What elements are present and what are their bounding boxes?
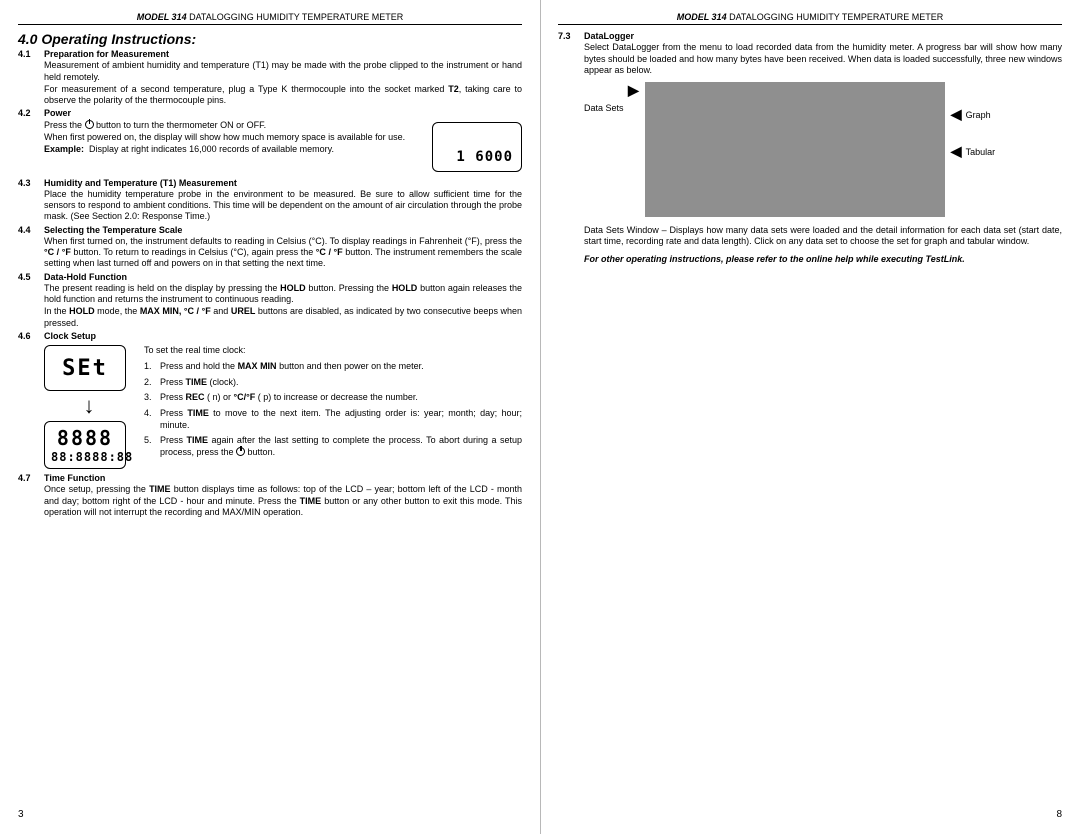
sec-4-5-head: 4.5 Data-Hold Function — [18, 272, 522, 283]
sec-7-3-body3: For other operating instructions, please… — [584, 254, 1062, 265]
right-page: MODEL 314 DATALOGGING HUMIDITY TEMPERATU… — [540, 0, 1080, 834]
lcd-memory-value: 1 6000 — [456, 149, 513, 167]
para: In the HOLD mode, the MAX MIN, °C / °F a… — [44, 306, 522, 329]
sec-4-1-head: 4.1 Preparation for Measurement — [18, 49, 522, 60]
sec-4-3-body: Place the humidity temperature probe in … — [44, 189, 522, 223]
arrow-down-icon: ↓ — [44, 393, 134, 419]
header-model-rest: DATALOGGING HUMIDITY TEMPERATURE METER — [727, 12, 944, 22]
datasets-label-col: ▶ Data Sets — [584, 82, 639, 113]
screenshot-placeholder — [645, 82, 945, 217]
para: Measurement of ambient humidity and temp… — [44, 60, 522, 83]
sec-4-4-body: When first turned on, the instrument def… — [44, 236, 522, 270]
lcd-time-display: 8888 88:88 88:88 — [44, 421, 126, 469]
sec-4-3-head: 4.3 Humidity and Temperature (T1) Measur… — [18, 178, 522, 189]
header-rule — [558, 24, 1062, 25]
sec-title: Humidity and Temperature (T1) Measuremen… — [44, 178, 237, 189]
sec-num: 4.6 — [18, 331, 44, 342]
tabular-label: Tabular — [966, 147, 996, 157]
sec-title: DataLogger — [584, 31, 634, 42]
sec-4-2-head: 4.2 Power — [18, 108, 522, 119]
sec-num: 4.3 — [18, 178, 44, 189]
header-model-bold: MODEL 314 — [137, 12, 187, 22]
para: Data Sets Window – Displays how many dat… — [584, 225, 1062, 248]
para: When first turned on, the instrument def… — [44, 236, 522, 270]
sec-num: 4.5 — [18, 272, 44, 283]
power-icon — [85, 120, 94, 129]
sec-num: 4.2 — [18, 108, 44, 119]
para: Once setup, pressing the TIME button dis… — [44, 484, 522, 518]
para: For measurement of a second temperature,… — [44, 84, 522, 107]
step-1: 1.Press and hold the MAX MIN button and … — [144, 361, 522, 373]
step-3: 3.Press REC ( n) or °C/°F ( p) to increa… — [144, 392, 522, 404]
step-2: 2.Press TIME (clock). — [144, 377, 522, 389]
lcd-sub1: 88:88 — [51, 450, 92, 464]
lcd-memory-display: 1 6000 — [432, 122, 522, 172]
para-italic: For other operating instructions, please… — [584, 254, 1062, 265]
sec-title: Time Function — [44, 473, 105, 484]
sec-7-3-head: 7.3 DataLogger — [558, 31, 1062, 42]
datalogger-diagram: ▶ Data Sets ◀ Graph ◀ Tabular — [584, 82, 1062, 217]
sec-num: 4.7 — [18, 473, 44, 484]
right-labels-col: ◀ Graph ◀ Tabular — [951, 82, 995, 160]
sec-num: 7.3 — [558, 31, 584, 42]
sec-4-1-body: Measurement of ambient humidity and temp… — [44, 60, 522, 106]
header-model: MODEL 314 DATALOGGING HUMIDITY TEMPERATU… — [558, 12, 1062, 22]
clock-steps: To set the real time clock: 1.Press and … — [144, 345, 522, 469]
graph-label-row: ◀ Graph — [951, 106, 995, 123]
section-4-title: 4.0 Operating Instructions: — [18, 31, 522, 47]
sec-title: Preparation for Measurement — [44, 49, 169, 60]
clock-lcd-column: SEt ↓ 8888 88:88 88:88 — [44, 345, 134, 469]
sec-4-5-body: The present reading is held on the displ… — [44, 283, 522, 329]
header-rule — [18, 24, 522, 25]
sec-4-2-body: 1 6000 Press the button to turn the ther… — [44, 120, 522, 176]
left-page-number: 3 — [18, 809, 24, 820]
sec-4-6-head: 4.6 Clock Setup — [18, 331, 522, 342]
clock-setup-area: SEt ↓ 8888 88:88 88:88 To set the real t… — [44, 345, 522, 469]
sec-7-3-body2: Data Sets Window – Displays how many dat… — [584, 225, 1062, 248]
lcd-set-text: SEt — [62, 356, 108, 381]
sec-4-7-head: 4.7 Time Function — [18, 473, 522, 484]
clock-intro: To set the real time clock: — [144, 345, 522, 355]
header-model: MODEL 314 DATALOGGING HUMIDITY TEMPERATU… — [18, 12, 522, 22]
right-page-number: 8 — [1056, 809, 1062, 820]
sec-title: Data-Hold Function — [44, 272, 127, 283]
lcd-sub2: 88:88 — [92, 450, 133, 464]
arrow-left-icon: ◀ — [951, 106, 962, 123]
tabular-label-row: ◀ Tabular — [951, 143, 995, 160]
left-page: MODEL 314 DATALOGGING HUMIDITY TEMPERATU… — [0, 0, 540, 834]
sec-title: Power — [44, 108, 71, 119]
datasets-label: Data Sets — [584, 103, 624, 113]
arrow-right-icon: ▶ — [628, 82, 639, 99]
sec-7-3-body: Select DataLogger from the menu to load … — [584, 42, 1062, 76]
lcd-main-digits: 8888 — [51, 426, 119, 450]
sec-4-4-head: 4.4 Selecting the Temperature Scale — [18, 225, 522, 236]
para: Select DataLogger from the menu to load … — [584, 42, 1062, 76]
arrow-left-icon: ◀ — [951, 143, 962, 160]
sec-title: Clock Setup — [44, 331, 96, 342]
para: The present reading is held on the displ… — [44, 283, 522, 306]
sec-title: Selecting the Temperature Scale — [44, 225, 182, 236]
step-5: 5.Press TIME again after the last settin… — [144, 435, 522, 458]
header-model-rest: DATALOGGING HUMIDITY TEMPERATURE METER — [187, 12, 404, 22]
para: Place the humidity temperature probe in … — [44, 189, 522, 223]
step-4: 4.Press TIME to move to the next item. T… — [144, 408, 522, 431]
sec-num: 4.1 — [18, 49, 44, 60]
header-model-bold: MODEL 314 — [677, 12, 727, 22]
lcd-set-display: SEt — [44, 345, 126, 391]
sec-num: 4.4 — [18, 225, 44, 236]
graph-label: Graph — [966, 110, 991, 120]
power-icon — [236, 447, 245, 456]
sec-4-7-body: Once setup, pressing the TIME button dis… — [44, 484, 522, 518]
